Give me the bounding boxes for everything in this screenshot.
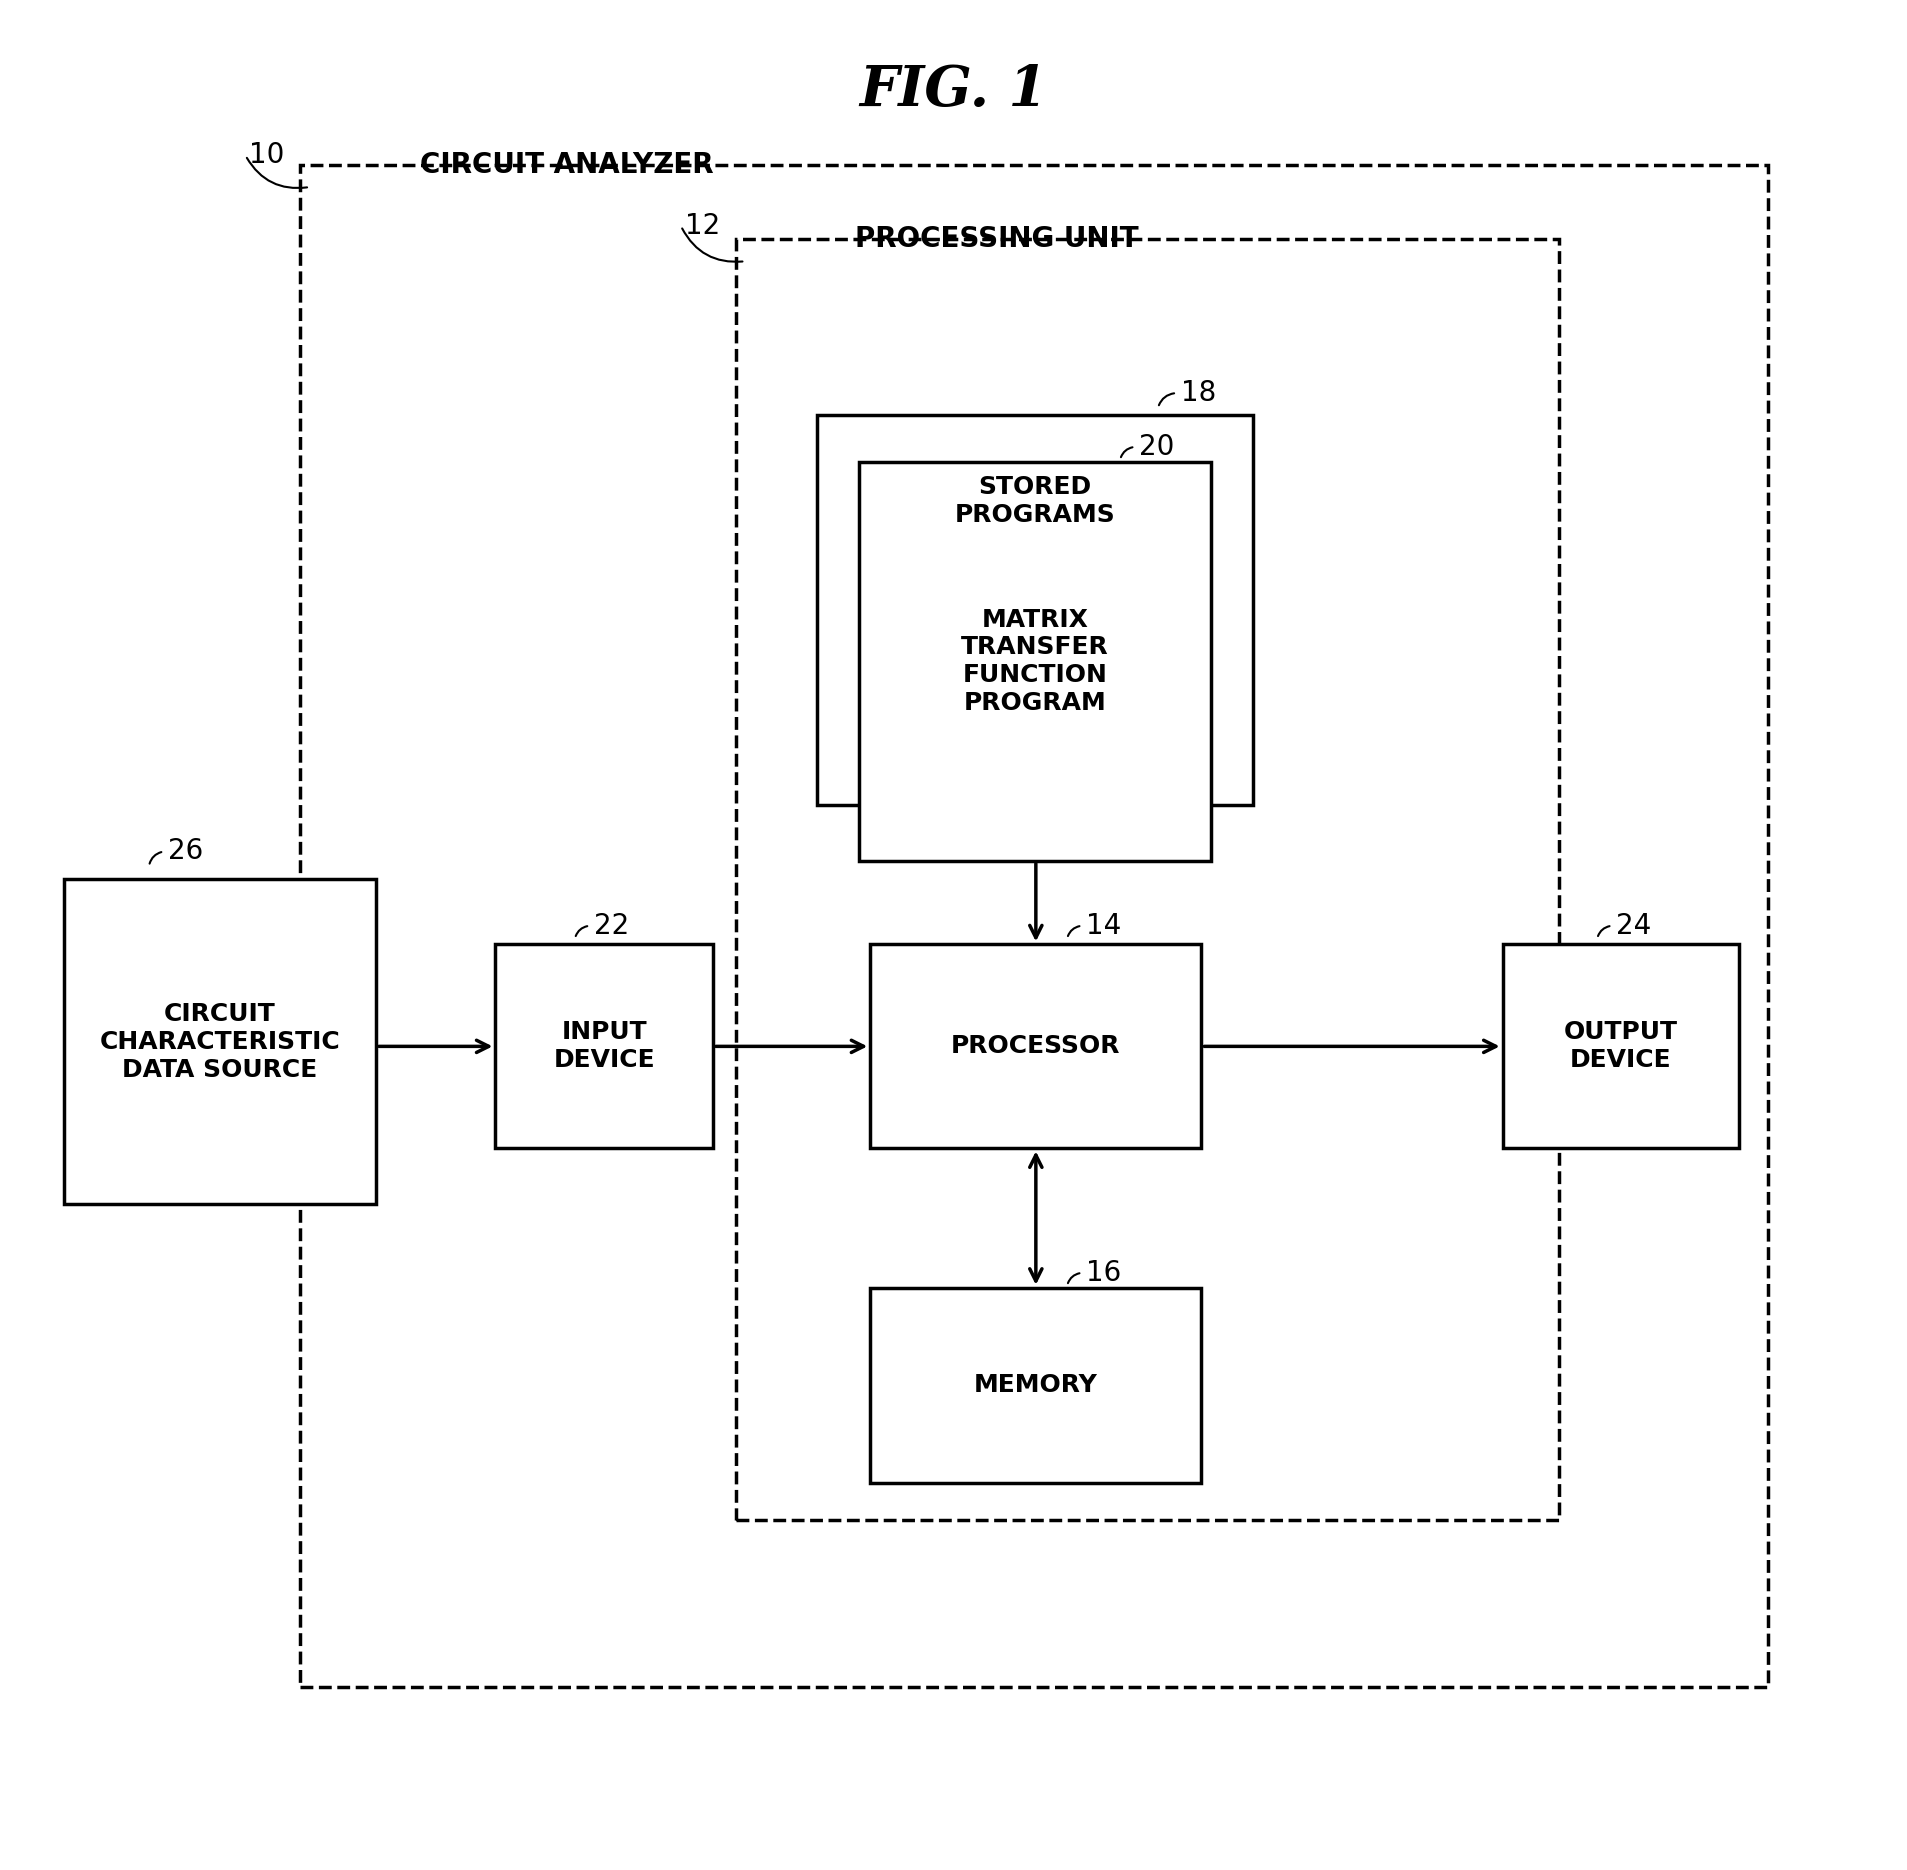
- Bar: [301, 165, 1768, 1687]
- Text: MEMORY: MEMORY: [974, 1373, 1098, 1397]
- Text: PROCESSOR: PROCESSOR: [952, 1034, 1121, 1058]
- Text: 18: 18: [1180, 380, 1217, 408]
- Text: MATRIX
TRANSFER
FUNCTION
PROGRAM: MATRIX TRANSFER FUNCTION PROGRAM: [961, 608, 1108, 714]
- Bar: [736, 239, 1560, 1520]
- Bar: [858, 462, 1211, 860]
- Text: 20: 20: [1138, 432, 1175, 460]
- Text: 22: 22: [593, 913, 629, 941]
- Bar: [818, 415, 1253, 806]
- Text: 14: 14: [1085, 913, 1121, 941]
- Text: CIRCUIT ANALYZER: CIRCUIT ANALYZER: [420, 151, 713, 180]
- Bar: [496, 944, 713, 1148]
- Text: 24: 24: [1615, 913, 1651, 941]
- Text: 10: 10: [250, 142, 284, 170]
- Text: STORED
PROGRAMS: STORED PROGRAMS: [955, 475, 1116, 527]
- Bar: [1503, 944, 1739, 1148]
- Text: OUTPUT
DEVICE: OUTPUT DEVICE: [1564, 1021, 1678, 1072]
- Text: 12: 12: [685, 211, 721, 239]
- Bar: [870, 944, 1201, 1148]
- Text: FIG. 1: FIG. 1: [860, 64, 1047, 118]
- Bar: [870, 1288, 1201, 1483]
- Text: 16: 16: [1085, 1259, 1121, 1287]
- Text: PROCESSING UNIT: PROCESSING UNIT: [854, 224, 1138, 252]
- Text: 26: 26: [168, 838, 204, 866]
- Text: INPUT
DEVICE: INPUT DEVICE: [553, 1021, 654, 1072]
- Bar: [63, 879, 376, 1204]
- Text: CIRCUIT
CHARACTERISTIC
DATA SOURCE: CIRCUIT CHARACTERISTIC DATA SOURCE: [99, 1002, 339, 1081]
